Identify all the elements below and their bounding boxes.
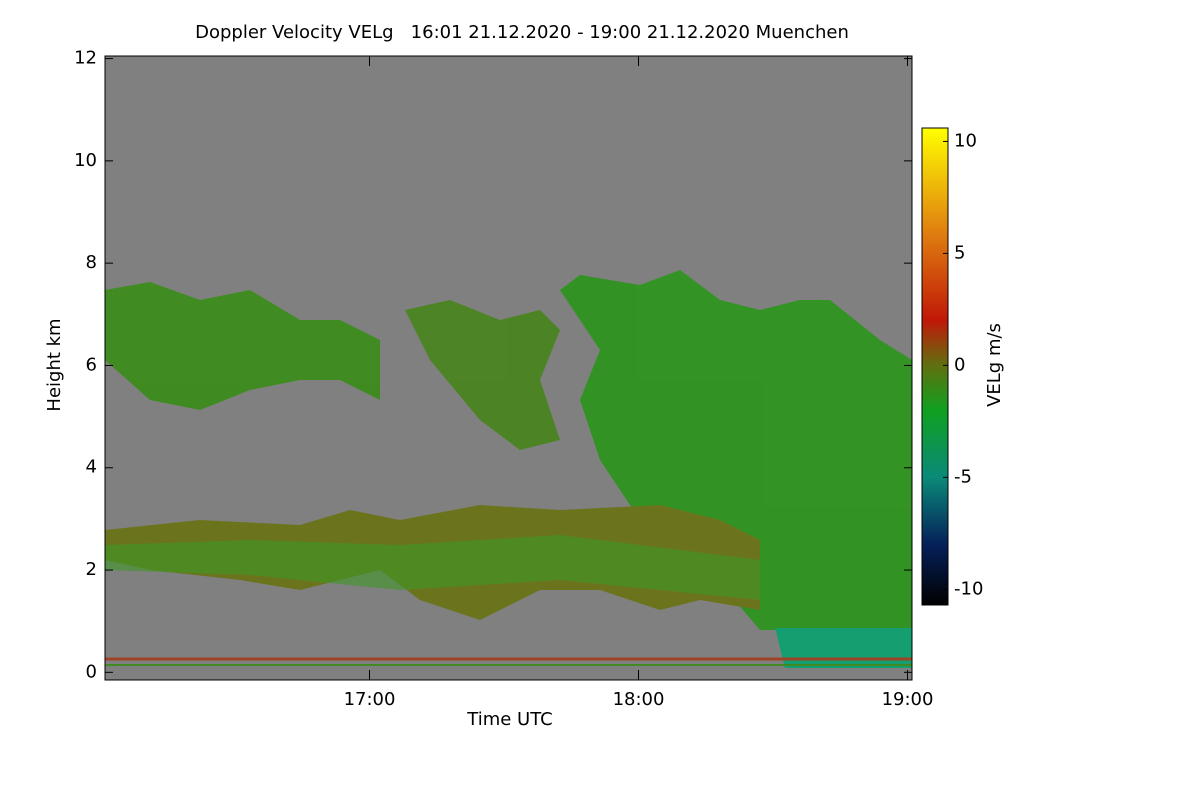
colorbar-tick-label: -10 — [954, 578, 983, 599]
colorbar-tick-label: 0 — [954, 354, 965, 375]
x-tick-label: 18:00 — [613, 689, 665, 710]
cloud-region — [405, 300, 560, 450]
y-tick-label: 6 — [86, 354, 97, 375]
y-tick-label: 4 — [86, 457, 97, 478]
colorbar — [921, 127, 949, 606]
cloud-region — [560, 270, 912, 630]
cloud-region — [775, 628, 912, 668]
y-tick-label: 2 — [86, 559, 97, 580]
cloud-region — [105, 282, 380, 410]
y-tick-label: 8 — [86, 252, 97, 273]
y-tick-label: 0 — [86, 661, 97, 682]
x-axis-label: Time UTC — [466, 709, 552, 730]
colorbar-tick-label: 5 — [954, 242, 965, 263]
y-axis-label: Height km — [44, 318, 65, 411]
plot-frame — [104, 55, 913, 681]
x-tick-label: 17:00 — [344, 689, 396, 710]
chart-title: Doppler Velocity VELg 16:01 21.12.2020 -… — [195, 22, 849, 43]
y-tick-label: 12 — [74, 48, 97, 69]
cloud-region — [105, 535, 760, 600]
y-tick-label: 10 — [74, 150, 97, 171]
colorbar-tick-label: 10 — [954, 130, 977, 151]
colorbar-label: VELg m/s — [984, 323, 1005, 407]
x-tick-label: 19:00 — [882, 689, 934, 710]
colorbar-tick-label: -5 — [954, 466, 972, 487]
echo-field — [105, 270, 912, 668]
